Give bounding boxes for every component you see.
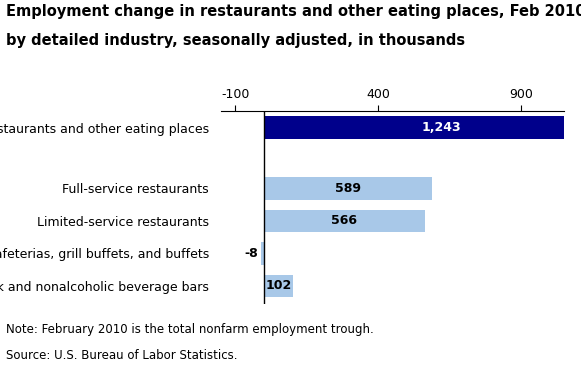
Text: 589: 589 [335, 182, 361, 195]
Text: 1,243: 1,243 [421, 121, 461, 134]
Text: Note: February 2010 is the total nonfarm employment trough.: Note: February 2010 is the total nonfarm… [6, 323, 374, 336]
Text: 566: 566 [332, 214, 357, 227]
Text: 102: 102 [265, 279, 291, 292]
Bar [264, 177, 432, 200]
Bar [264, 275, 293, 297]
Text: Source: U.S. Bureau of Labor Statistics.: Source: U.S. Bureau of Labor Statistics. [6, 349, 237, 362]
Bar [264, 116, 581, 139]
Text: Employment change in restaurants and other eating places, Feb 2010–May 2014,: Employment change in restaurants and oth… [6, 4, 581, 19]
Bar [261, 242, 264, 265]
Text: by detailed industry, seasonally adjusted, in thousands: by detailed industry, seasonally adjuste… [6, 33, 465, 48]
Text: -8: -8 [245, 247, 259, 260]
Bar [264, 210, 425, 232]
